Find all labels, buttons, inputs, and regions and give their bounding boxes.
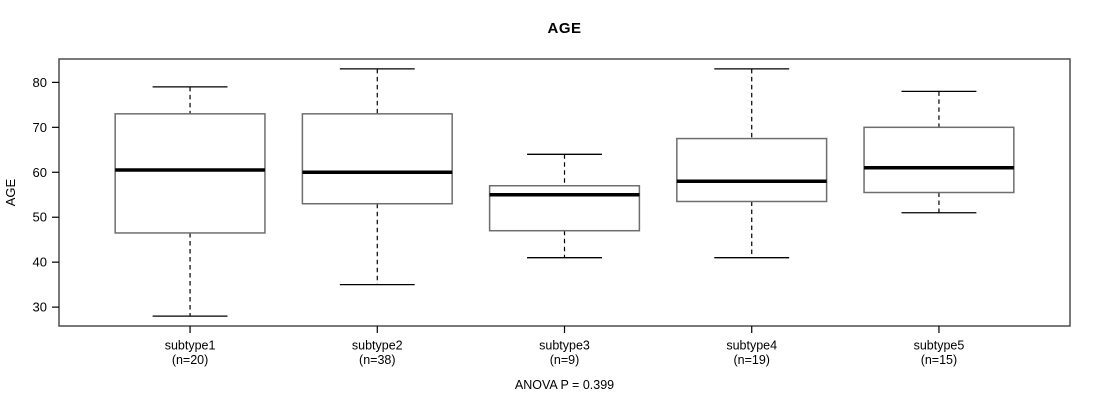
x-tick-label: subtype5	[914, 339, 965, 353]
y-axis-title: AGE	[3, 178, 18, 206]
y-tick-label: 30	[33, 300, 47, 315]
y-tick-label: 40	[33, 255, 47, 270]
y-tick-label: 60	[33, 165, 47, 180]
x-tick-sublabel: (n=38)	[359, 353, 395, 367]
y-tick-label: 80	[33, 75, 47, 90]
y-tick-label: 70	[33, 120, 47, 135]
box-subtype5	[863, 90, 1015, 214]
x-axis: subtype1(n=20) subtype2(n=38) subtype3(n=9…	[165, 326, 965, 367]
x-tick-sublabel: (n=20)	[172, 353, 208, 367]
box-subtype4	[676, 68, 828, 259]
anova-p-annotation: ANOVA P = 0.399	[514, 378, 615, 392]
y-axis: 30 40 50 60 70 80	[33, 75, 59, 315]
iqr-box	[301, 113, 453, 205]
iqr-box	[676, 137, 828, 203]
y-tick-label: 50	[33, 210, 47, 225]
x-tick-label: subtype1	[165, 339, 216, 353]
chart-title: AGE	[547, 20, 582, 37]
box-subtype2	[301, 68, 453, 286]
x-tick-label: subtype4	[726, 339, 777, 353]
iqr-box	[114, 113, 266, 234]
x-tick-label: subtype2	[352, 339, 403, 353]
x-tick-sublabel: (n=19)	[733, 353, 769, 367]
x-tick-sublabel: (n=15)	[921, 353, 957, 367]
iqr-box	[488, 185, 641, 232]
box-subtype3	[488, 153, 641, 259]
boxes-layer	[114, 68, 1015, 317]
iqr-box	[863, 126, 1015, 194]
x-tick-sublabel: (n=9)	[550, 353, 580, 367]
box-subtype1	[114, 86, 266, 317]
x-tick-label: subtype3	[539, 339, 590, 353]
